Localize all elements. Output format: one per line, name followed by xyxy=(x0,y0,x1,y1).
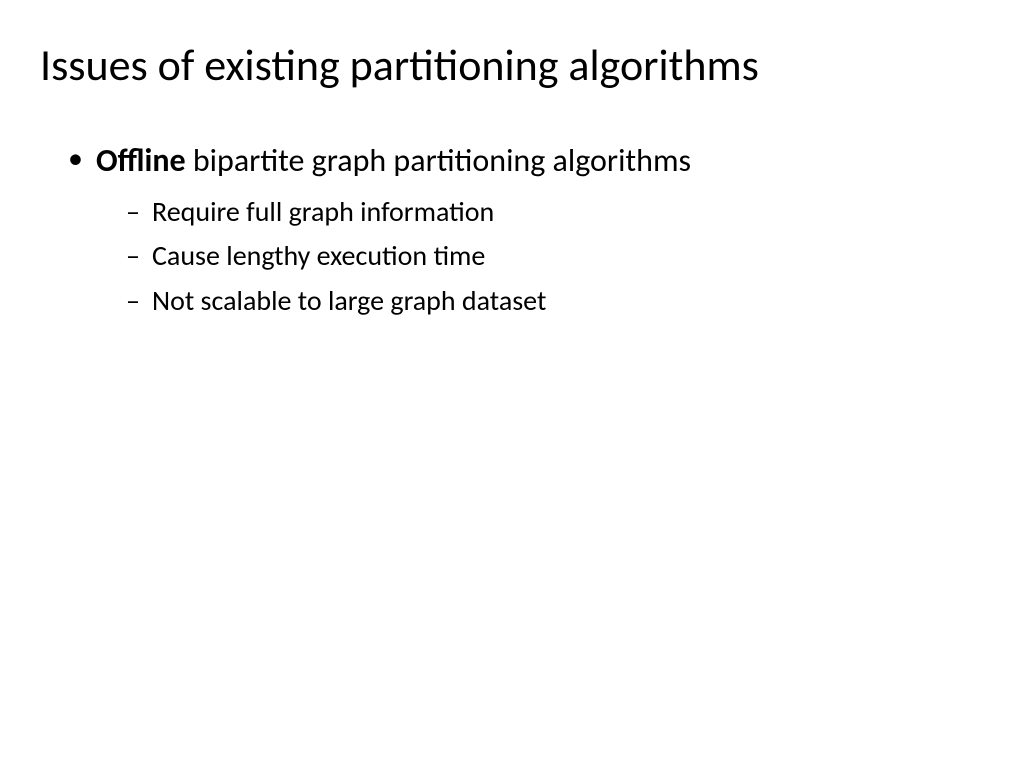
sub-bullet-3: Not scalable to large graph dataset xyxy=(126,281,984,322)
sub-bullet-1: Require full graph information xyxy=(126,192,984,233)
bullet-item-1-rest: bipartite graph partitioning algorithms xyxy=(186,141,691,180)
bullet-item-1-bold: Offline xyxy=(96,141,186,180)
sub-bullet-2: Cause lengthy execution time xyxy=(126,236,984,277)
bullet-list-level2: Require full graph information Cause len… xyxy=(96,192,984,322)
bullet-item-1: Offline bipartite graph partitioning alg… xyxy=(68,139,984,322)
slide-title: Issues of existing partitioning algorith… xyxy=(40,40,984,91)
bullet-list-level1: Offline bipartite graph partitioning alg… xyxy=(40,139,984,322)
